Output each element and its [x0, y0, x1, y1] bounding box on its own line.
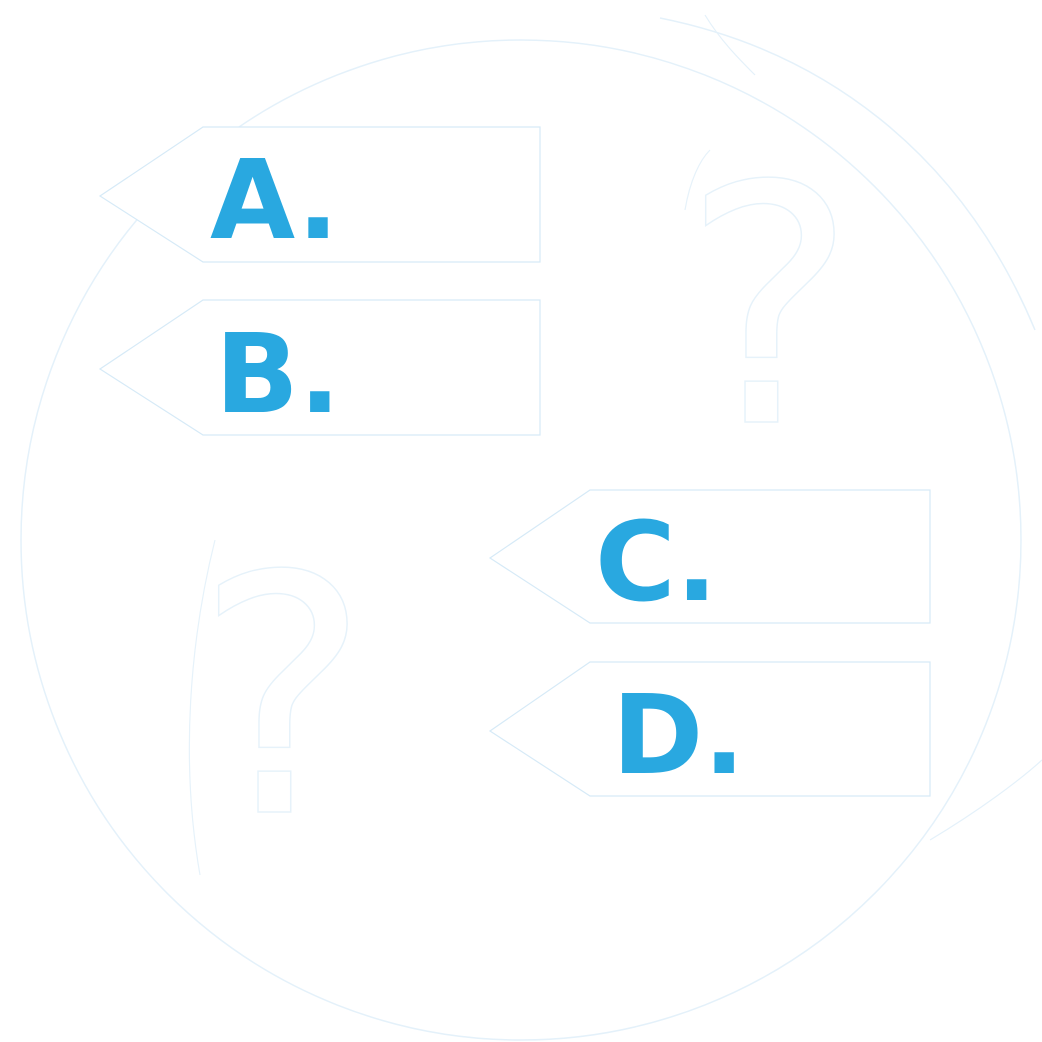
svg-text:?: ?: [195, 506, 370, 890]
option-tag-c[interactable]: C.: [488, 489, 931, 626]
question-mark-icon: ?: [188, 505, 371, 891]
option-label-c: C.: [595, 498, 718, 626]
option-label-d: D.: [612, 671, 745, 799]
option-tag-b[interactable]: B.: [98, 299, 541, 438]
option-tag-a[interactable]: A.: [98, 126, 541, 264]
option-label-a: A.: [210, 136, 339, 264]
question-mark-icon: ?: [681, 115, 858, 501]
svg-text:?: ?: [682, 116, 857, 500]
option-tag-d[interactable]: D.: [488, 661, 931, 799]
option-label-b: B.: [215, 310, 341, 438]
